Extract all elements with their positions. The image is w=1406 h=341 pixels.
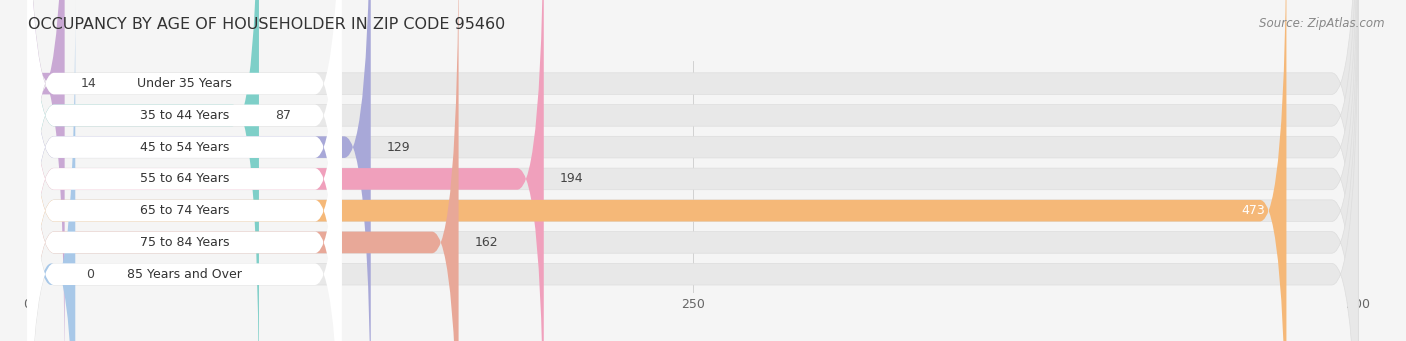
Text: 75 to 84 Years: 75 to 84 Years [139, 236, 229, 249]
Text: 14: 14 [80, 77, 97, 90]
FancyBboxPatch shape [27, 0, 342, 341]
FancyBboxPatch shape [27, 0, 76, 341]
Text: 85 Years and Over: 85 Years and Over [127, 268, 242, 281]
FancyBboxPatch shape [27, 0, 1358, 341]
FancyBboxPatch shape [27, 0, 342, 341]
FancyBboxPatch shape [27, 0, 342, 341]
Text: OCCUPANCY BY AGE OF HOUSEHOLDER IN ZIP CODE 95460: OCCUPANCY BY AGE OF HOUSEHOLDER IN ZIP C… [28, 17, 505, 32]
Text: 162: 162 [475, 236, 498, 249]
FancyBboxPatch shape [27, 0, 1358, 341]
FancyBboxPatch shape [27, 0, 342, 341]
Text: 473: 473 [1241, 204, 1265, 217]
FancyBboxPatch shape [27, 0, 1358, 341]
Text: 55 to 64 Years: 55 to 64 Years [139, 173, 229, 186]
FancyBboxPatch shape [27, 0, 342, 341]
FancyBboxPatch shape [27, 0, 1358, 341]
Text: 87: 87 [276, 109, 291, 122]
Text: 194: 194 [560, 173, 583, 186]
FancyBboxPatch shape [27, 0, 342, 341]
FancyBboxPatch shape [27, 0, 1358, 341]
Text: 0: 0 [86, 268, 94, 281]
Text: 45 to 54 Years: 45 to 54 Years [139, 140, 229, 154]
FancyBboxPatch shape [27, 0, 371, 341]
Text: Under 35 Years: Under 35 Years [136, 77, 232, 90]
FancyBboxPatch shape [27, 0, 1358, 341]
Text: 129: 129 [387, 140, 411, 154]
FancyBboxPatch shape [27, 0, 544, 341]
FancyBboxPatch shape [27, 0, 458, 341]
FancyBboxPatch shape [27, 0, 342, 341]
FancyBboxPatch shape [27, 0, 1286, 341]
Text: 65 to 74 Years: 65 to 74 Years [139, 204, 229, 217]
Text: 35 to 44 Years: 35 to 44 Years [139, 109, 229, 122]
FancyBboxPatch shape [27, 0, 65, 341]
FancyBboxPatch shape [27, 0, 1358, 341]
FancyBboxPatch shape [27, 0, 259, 341]
Text: Source: ZipAtlas.com: Source: ZipAtlas.com [1260, 17, 1385, 30]
